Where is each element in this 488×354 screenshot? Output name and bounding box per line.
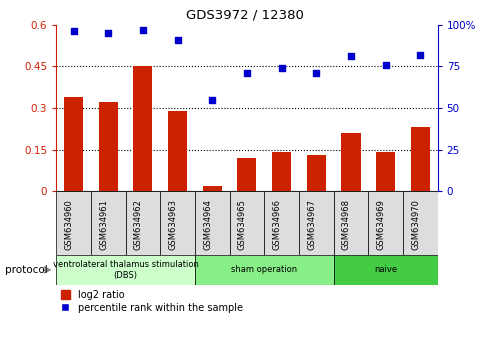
Text: GSM634968: GSM634968 [341, 199, 350, 250]
Point [104, 30, 112, 36]
FancyBboxPatch shape [160, 191, 195, 255]
FancyBboxPatch shape [125, 191, 160, 255]
Text: naive: naive [373, 266, 396, 274]
Bar [341, 133, 360, 191]
Text: GDS3972 / 12380: GDS3972 / 12380 [185, 9, 303, 22]
FancyBboxPatch shape [56, 191, 91, 255]
Legend: log2 ratio, percentile rank within the sample: log2 ratio, percentile rank within the s… [61, 290, 242, 313]
Text: GSM634963: GSM634963 [168, 199, 177, 250]
Point [208, 97, 216, 102]
Bar [237, 158, 256, 191]
FancyBboxPatch shape [333, 255, 437, 285]
Text: GSM634970: GSM634970 [410, 199, 420, 250]
Point [416, 52, 424, 58]
Point [346, 53, 354, 59]
Bar [410, 127, 429, 191]
FancyBboxPatch shape [402, 191, 437, 255]
Text: GSM634962: GSM634962 [134, 199, 142, 250]
Text: GSM634960: GSM634960 [64, 199, 73, 250]
Text: protocol: protocol [5, 265, 47, 275]
Bar [64, 97, 83, 191]
Point [173, 37, 181, 42]
FancyBboxPatch shape [298, 191, 333, 255]
Bar [99, 102, 118, 191]
FancyBboxPatch shape [264, 191, 298, 255]
Text: GSM634961: GSM634961 [99, 199, 108, 250]
Bar [306, 155, 325, 191]
Bar [203, 185, 222, 191]
Point [381, 62, 389, 68]
Point [69, 29, 77, 34]
Text: sham operation: sham operation [231, 266, 297, 274]
Bar [375, 152, 394, 191]
Bar [133, 66, 152, 191]
Point [139, 27, 146, 33]
Text: GSM634965: GSM634965 [238, 199, 246, 250]
Text: GSM634964: GSM634964 [203, 199, 212, 250]
FancyBboxPatch shape [333, 191, 367, 255]
FancyBboxPatch shape [229, 191, 264, 255]
Bar [271, 152, 290, 191]
FancyBboxPatch shape [91, 191, 125, 255]
Text: GSM634969: GSM634969 [376, 199, 385, 250]
Bar [168, 111, 187, 191]
Point [243, 70, 250, 76]
FancyBboxPatch shape [367, 191, 402, 255]
Point [277, 65, 285, 71]
FancyBboxPatch shape [56, 255, 195, 285]
Text: GSM634966: GSM634966 [272, 199, 281, 250]
FancyBboxPatch shape [195, 255, 333, 285]
Point [312, 70, 320, 76]
FancyBboxPatch shape [195, 191, 229, 255]
Text: GSM634967: GSM634967 [306, 199, 316, 250]
Text: ventrolateral thalamus stimulation
(DBS): ventrolateral thalamus stimulation (DBS) [53, 260, 198, 280]
